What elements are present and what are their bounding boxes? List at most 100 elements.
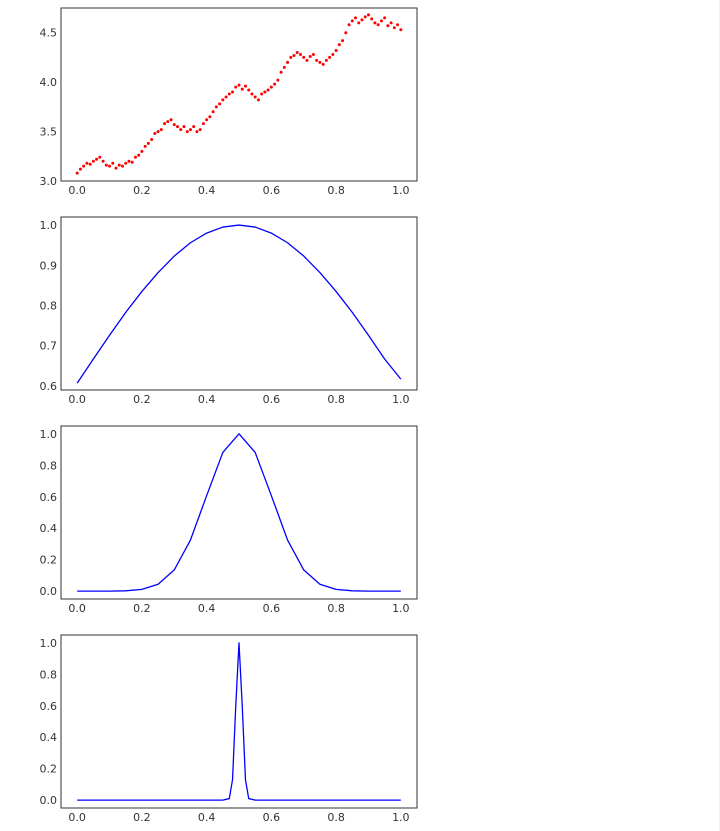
y-tick-label: 0.4: [40, 522, 58, 535]
scatter-point: [273, 82, 277, 86]
scatter-point: [295, 50, 299, 54]
scatter-point: [298, 52, 302, 56]
scatter-point: [98, 155, 102, 159]
scatter-point: [169, 118, 173, 122]
series-line-3: [77, 433, 401, 592]
scatter-point: [337, 43, 341, 47]
scatter-point: [201, 122, 205, 126]
scatter-point: [211, 110, 215, 114]
plot-frame-4: [60, 634, 418, 809]
scatter-point: [137, 153, 141, 157]
x-tick-label: 0.2: [133, 184, 151, 197]
scatter-point: [172, 123, 176, 127]
scatter-point: [360, 18, 364, 22]
scatter-point: [150, 137, 154, 141]
y-tick-label: 0.9: [40, 259, 58, 272]
y-tick-label: 0.6: [40, 700, 58, 713]
x-tick-label: 0.0: [68, 393, 86, 406]
scatter-point: [114, 166, 118, 170]
y-tick-label: 0.4: [40, 731, 58, 744]
y-tick-label: 0.7: [40, 340, 58, 353]
y-tick-label: 0.8: [40, 300, 58, 313]
scatter-point: [292, 53, 296, 57]
scatter-point: [328, 55, 332, 59]
y-tick-label: 0.2: [40, 554, 58, 567]
scatter-point: [276, 78, 280, 82]
scatter-point: [341, 39, 345, 43]
scatter-point: [182, 125, 186, 129]
x-tick-label: 0.8: [327, 393, 345, 406]
y-tick-label: 3.5: [40, 126, 58, 139]
scatter-point: [117, 163, 121, 167]
scatter-point: [396, 23, 400, 27]
x-tick-label: 0.0: [68, 811, 86, 824]
scatter-point: [305, 58, 309, 62]
y-tick-label: 1.0: [40, 428, 58, 441]
scatter-point: [324, 58, 328, 62]
scatter-point: [195, 130, 199, 134]
scatter-point: [263, 90, 267, 94]
scatter-point: [82, 164, 86, 168]
scatter-point: [75, 171, 79, 175]
scatter-point: [357, 21, 361, 25]
scatter-point: [370, 17, 374, 21]
scatter-point: [101, 159, 105, 163]
plot-frame-2: [60, 216, 418, 391]
y-tick-label: 1.0: [40, 637, 58, 650]
x-tick-label: 1.0: [392, 602, 410, 615]
scatter-point: [221, 98, 225, 102]
y-tick-label: 3.0: [40, 175, 58, 188]
scatter-point: [243, 84, 247, 88]
scatter-point: [133, 155, 137, 159]
x-tick-label: 0.2: [133, 602, 151, 615]
x-tick-label: 1.0: [392, 184, 410, 197]
y-tick-label: 0.6: [40, 380, 58, 393]
plot-frame-3: [60, 425, 418, 600]
scatter-point: [311, 52, 315, 56]
y-tick-label: 4.0: [40, 76, 58, 89]
scatter-point: [153, 132, 157, 136]
scatter-point: [85, 161, 89, 165]
scatter-point: [266, 88, 270, 92]
scatter-point: [344, 31, 348, 35]
scatter-point: [163, 122, 167, 126]
scatter-point: [166, 120, 170, 124]
y-tick-label: 0.8: [40, 459, 58, 472]
x-tick-label: 0.8: [327, 602, 345, 615]
scatter-point: [140, 149, 144, 153]
scatter-point: [260, 92, 264, 96]
scatter-point: [198, 128, 202, 132]
x-tick-label: 0.8: [327, 184, 345, 197]
scatter-point: [104, 163, 108, 167]
scatter-point: [156, 130, 160, 134]
scatter-point: [192, 125, 196, 129]
x-tick-label: 0.4: [198, 811, 216, 824]
scatter-point: [373, 21, 377, 25]
x-tick-label: 0.4: [198, 184, 216, 197]
x-tick-label: 0.6: [263, 184, 281, 197]
series-line-2: [76, 224, 402, 384]
y-tick-label: 0.0: [40, 794, 58, 807]
x-tick-label: 0.4: [198, 393, 216, 406]
scatter-point: [159, 128, 163, 132]
y-tick-label: 0.2: [40, 763, 58, 776]
scatter-point: [321, 62, 325, 66]
y-tick-label: 4.5: [40, 27, 58, 40]
scatter-point: [354, 16, 358, 20]
scatter-point: [120, 164, 124, 168]
scatter-point: [269, 85, 273, 89]
scatter-point: [350, 19, 354, 23]
scatter-point: [218, 102, 222, 106]
scatter-point: [179, 128, 183, 132]
y-tick-label: 0.0: [40, 585, 58, 598]
scatter-point: [124, 161, 128, 165]
x-tick-label: 1.0: [392, 811, 410, 824]
y-tick-label: 1.0: [40, 219, 58, 232]
scatter-point: [95, 157, 99, 161]
scatter-point: [282, 65, 286, 69]
scatter-point: [256, 98, 260, 102]
scatter-point: [224, 95, 228, 99]
scatter-point: [315, 58, 319, 62]
scatter-point: [308, 54, 312, 58]
